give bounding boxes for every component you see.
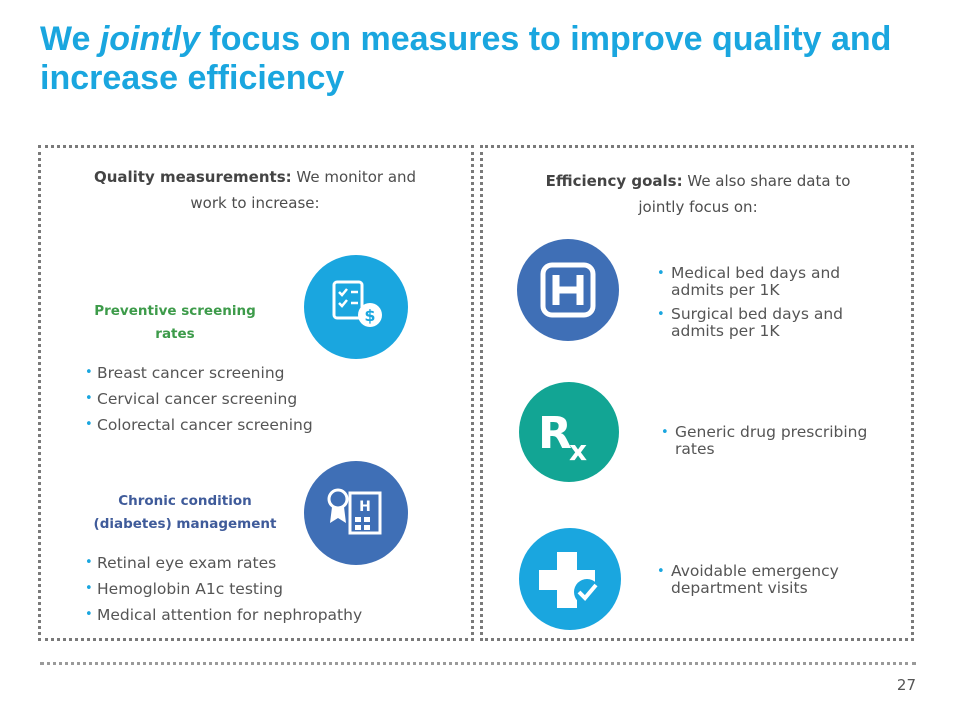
checklist-dollar-icon: $ xyxy=(304,255,408,359)
efficiency-intro: Efficiency goals: We also share data to … xyxy=(523,168,873,220)
list-item: Cervical cancer screening xyxy=(85,386,405,412)
hospital-h-icon xyxy=(517,239,619,341)
list-item: Surgical bed days and admits per 1K xyxy=(657,306,897,340)
quality-panel: Quality measurements: We monitor and wor… xyxy=(38,145,474,641)
quality-intro-text: We monitor and work to increase: xyxy=(190,168,417,212)
svg-text:$: $ xyxy=(364,306,375,325)
chronic-condition-heading: Chronic condition (diabetes) management xyxy=(93,493,277,532)
efficiency-panel: Efficiency goals: We also share data to … xyxy=(480,145,914,641)
emergency-visits-list: Avoidable emergency department visits xyxy=(657,563,897,604)
list-item: Medical attention for nephropathy xyxy=(85,602,465,628)
list-item: Medical bed days and admits per 1K xyxy=(657,265,897,299)
cross-check-icon xyxy=(519,528,621,630)
list-item: Hemoglobin A1c testing xyxy=(85,576,465,602)
svg-text:x: x xyxy=(569,434,587,467)
quality-intro: Quality measurements: We monitor and wor… xyxy=(87,164,423,216)
efficiency-intro-label: Efficiency goals: xyxy=(545,172,683,190)
svg-text:H: H xyxy=(359,499,371,515)
preventive-screening-heading: Preventive screening rates xyxy=(94,303,256,342)
award-hospital-icon: H xyxy=(304,461,408,565)
list-item: Generic drug prescribing rates xyxy=(661,424,901,458)
chronic-condition-list: Retinal eye exam rates Hemoglobin A1c te… xyxy=(85,550,465,628)
preventive-screening-list: Breast cancer screening Cervical cancer … xyxy=(85,360,405,438)
bed-days-list: Medical bed days and admits per 1K Surgi… xyxy=(657,265,897,347)
bottom-divider xyxy=(40,662,916,665)
efficiency-intro-text: We also share data to jointly focus on: xyxy=(638,172,851,216)
rx-icon: R x xyxy=(519,382,619,482)
title-part2: focus on measures to improve quality and… xyxy=(40,20,892,97)
list-item: Retinal eye exam rates xyxy=(85,550,465,576)
svg-text:R: R xyxy=(538,408,572,459)
list-item: Colorectal cancer screening xyxy=(85,412,405,438)
title-part1: We xyxy=(40,20,100,58)
list-item: Avoidable emergency department visits xyxy=(657,563,897,597)
list-item: Breast cancer screening xyxy=(85,360,405,386)
page-number: 27 xyxy=(896,676,916,694)
title-emphasis: jointly xyxy=(99,20,200,58)
generic-drug-list: Generic drug prescribing rates xyxy=(661,424,901,465)
page-title: We jointly focus on measures to improve … xyxy=(40,20,940,98)
quality-intro-label: Quality measurements: xyxy=(93,168,292,186)
